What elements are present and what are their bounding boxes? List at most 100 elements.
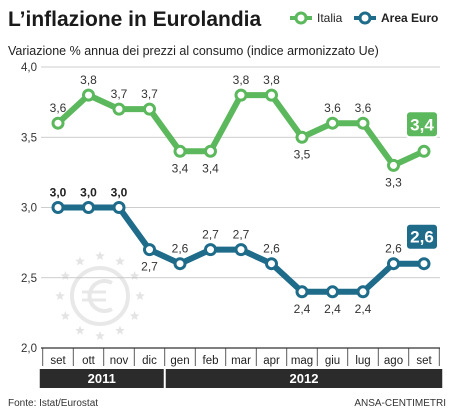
emblem-star-icon [60,311,71,320]
data-point [387,158,400,172]
data-label: 2,6 [263,242,280,256]
x-tick-label: set [50,355,66,367]
x-tick-label: feb [203,355,219,367]
year-band [39,369,164,388]
x-tick-label: mag [291,355,313,367]
data-point [234,88,248,102]
x-tick-label: giu [325,355,340,367]
data-label: 3,4 [202,161,219,175]
emblem-star-icon [129,271,140,280]
data-point [82,88,95,102]
data-label: 3,0 [111,186,128,200]
x-tick-label: ott [82,355,96,367]
data-point [204,144,217,158]
data-label: 3,3 [385,175,402,189]
data-label: 3,6 [355,101,372,115]
euro-emblem-stars [55,251,145,340]
data-point [295,130,309,144]
data-label: 3,6 [50,101,67,115]
x-tick-label: lug [355,355,370,367]
data-point [82,201,95,214]
data-label: 3,0 [50,186,67,200]
x-tick-label: nov [110,355,129,367]
data-point [173,257,187,271]
data-point [143,102,156,116]
year-label: 2011 [88,371,116,386]
legend-label-italia: Italia [317,11,343,25]
data-label: 3,0 [80,186,97,200]
series-area-euro: 3,0 3,0 3,0 2,7 2,6 2,7 2,7 2,6 2,4 2,4 2,4 2,6 2,6 [50,186,439,316]
y-tick-label: 2,5 [21,273,37,285]
emblem-star-icon [135,291,145,300]
emblem-star-icon [95,251,105,260]
latest-value-badge [405,222,439,251]
data-point [112,102,126,116]
data-label: 2,4 [324,302,341,316]
legend-marker-italia [290,11,312,25]
data-point [326,285,339,299]
credit-note: ANSA-CENTIMETRI [354,398,446,409]
data-point [234,243,248,257]
chart-subtitle: Variazione % annua dei prezzi al consumo… [8,44,379,58]
source-note: Fonte: Istat/Eurostat [8,398,98,409]
emblem-star-icon [115,325,125,335]
data-point [173,144,187,158]
data-point [143,243,156,257]
data-point [51,201,65,214]
emblem-star-icon [55,291,65,300]
data-label: 2,7 [141,260,158,274]
emblem-star-icon [129,311,140,320]
x-tick-label: gen [170,355,189,367]
data-label: 3,8 [233,73,250,87]
data-point [387,257,400,271]
latest-value-label: 2,6 [410,228,434,247]
data-point [326,116,339,130]
emblem-star-icon [75,325,85,335]
data-point [265,88,278,102]
latest-value-label: 3,4 [410,115,434,134]
euro-emblem-icon [70,266,130,326]
data-point [417,257,431,271]
y-tick-label: 3,5 [21,132,37,144]
chart-title: L’inflazione in Eurolandia [8,8,262,31]
y-tick-label: 4,0 [21,62,37,74]
data-label: 3,5 [294,147,311,161]
data-point [417,144,431,158]
data-point [51,116,65,130]
data-label: 2,6 [385,242,402,256]
data-label: 2,4 [355,302,372,316]
x-tick-label: dic [142,355,157,367]
legend-marker-area-euro [354,11,376,25]
data-label: 2,7 [202,228,219,242]
data-label: 3,4 [172,161,189,175]
emblem-star-icon [115,256,125,266]
x-tick-label: ago [384,355,403,367]
x-tick-label: set [416,355,432,367]
x-axis: set ott nov dic gen feb mar apr mag giu lug ago set 2… [39,348,443,388]
data-label: 2,4 [294,302,311,316]
y-tick-label: 3,0 [21,203,37,215]
emblem-star-icon [75,256,85,266]
series-italia: 3,6 3,8 3,7 3,7 3,4 3,4 3,8 3,8 3,5 3,6 3,6 3,3 3,4 [50,73,439,189]
emblem-star-icon [95,331,105,340]
series-layer: 3,63,83,7 3,73,4 3,43,8 3,83,53,6 3,63,33,43… [50,73,439,316]
y-axis: 2,0 2,5 3,0 3,5 4,0 [21,62,37,355]
x-tick-label: mar [231,355,251,367]
year-band [165,369,443,388]
data-label: 3,8 [263,73,280,87]
latest-value-badge [405,110,439,139]
x-tick-label: apr [263,355,280,367]
year-label: 2012 [290,371,319,386]
emblem-star-icon [60,271,71,280]
data-point [112,201,126,214]
data-label: 2,7 [233,228,250,242]
data-point [204,243,217,257]
data-label: 3,8 [80,73,97,87]
data-point [356,285,370,299]
data-point [356,116,370,130]
legend-label-area-euro: Area Euro [381,11,438,25]
data-point [295,285,309,299]
legend: Italia Area Euro [290,11,438,25]
data-label: 3,6 [324,101,341,115]
